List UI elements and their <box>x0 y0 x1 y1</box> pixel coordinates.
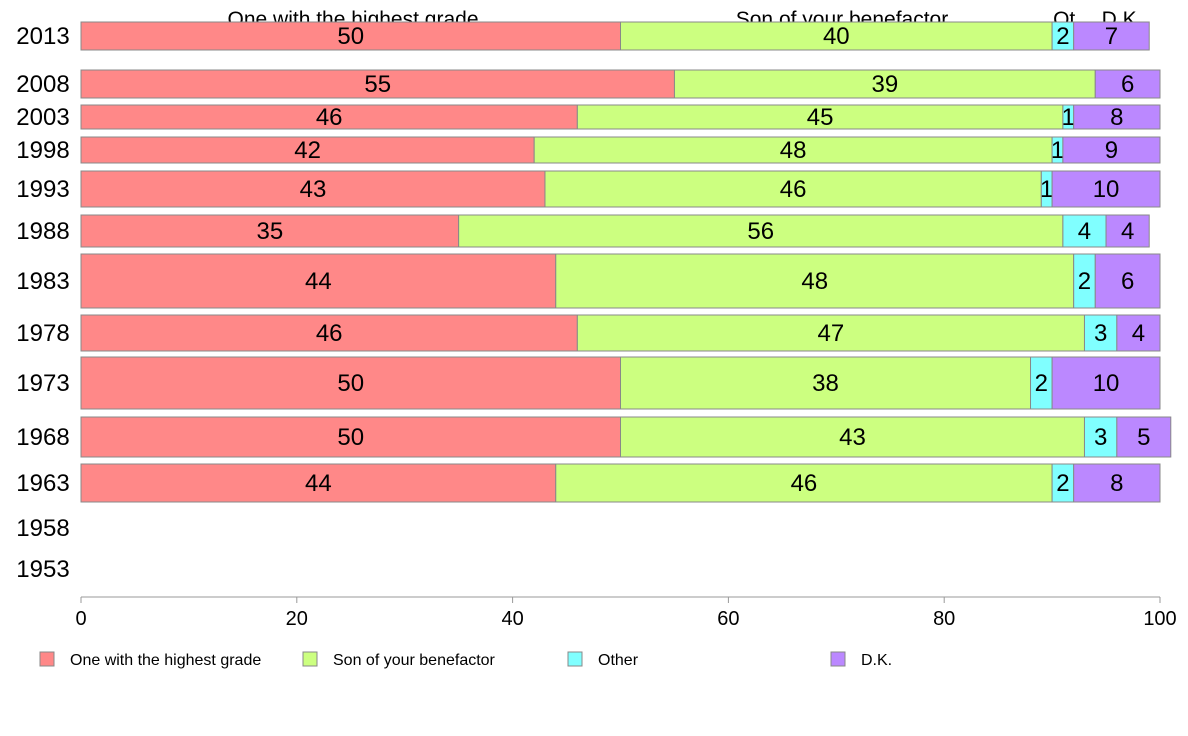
bar-segment <box>1083 314 1118 352</box>
bar-segment <box>80 416 621 458</box>
bar-value-label: 46 <box>780 176 807 203</box>
bar-value-label: 40 <box>823 23 850 50</box>
bar-value-label: 7 <box>1105 23 1118 50</box>
year-label: 1988 <box>16 218 69 245</box>
legend-swatch <box>302 651 318 667</box>
bar-value-label: 38 <box>812 370 839 397</box>
bar-segment <box>1051 170 1161 208</box>
bar-segment <box>1094 69 1161 99</box>
bar-value-label: 50 <box>337 370 364 397</box>
bar-value-label: 2 <box>1056 470 1069 497</box>
bar-segment <box>80 136 535 164</box>
bar-value-label: 42 <box>294 137 321 164</box>
legend-label: Other <box>598 652 639 669</box>
year-label: 2003 <box>16 104 69 131</box>
bar-segment <box>544 170 1042 208</box>
x-tick-label: 40 <box>501 608 523 630</box>
bar-value-label: 8 <box>1110 104 1123 131</box>
bar-value-label: 3 <box>1094 320 1107 347</box>
year-label: 1983 <box>16 268 69 295</box>
year-label: 1998 <box>16 137 69 164</box>
bar-segment <box>555 253 1075 309</box>
bar-segment <box>1094 253 1161 309</box>
year-label: 1978 <box>16 320 69 347</box>
bar-value-label: 6 <box>1121 268 1134 295</box>
bar-value-label: 46 <box>316 104 343 131</box>
year-label: 1993 <box>16 176 69 203</box>
bar-value-label: 48 <box>801 268 828 295</box>
bar-value-label: 45 <box>807 104 834 131</box>
year-label: 1958 <box>16 515 69 542</box>
bar-segment <box>80 170 546 208</box>
bar-value-label: 5 <box>1137 424 1150 451</box>
year-label: 2013 <box>16 23 69 50</box>
bar-value-label: 56 <box>747 218 774 245</box>
bar-value-label: 1 <box>1062 104 1075 131</box>
bar-segment <box>1073 104 1161 130</box>
bar-value-label: 4 <box>1078 218 1091 245</box>
bar-segment <box>620 356 1032 410</box>
bar-segment <box>80 104 578 130</box>
bar-segment <box>80 314 578 352</box>
x-tick-label: 80 <box>933 608 955 630</box>
bar-value-label: 50 <box>337 424 364 451</box>
x-tick-label: 20 <box>286 608 308 630</box>
bar-segment <box>576 104 1064 130</box>
bar-segment <box>1073 463 1161 503</box>
year-label: 1953 <box>16 556 69 583</box>
bar-value-label: 48 <box>780 137 807 164</box>
bar-value-label: 2 <box>1078 268 1091 295</box>
year-label: 1968 <box>16 424 69 451</box>
bar-value-label: 4 <box>1121 218 1134 245</box>
bar-value-label: 39 <box>872 71 899 98</box>
bar-value-label: 43 <box>839 424 866 451</box>
x-tick-label: 0 <box>75 608 86 630</box>
bar-segment <box>1073 21 1150 51</box>
legend-swatch <box>39 651 55 667</box>
bar-segment <box>620 416 1085 458</box>
x-tick-label: 60 <box>717 608 739 630</box>
legend-label: One with the highest grade <box>70 652 261 669</box>
bar-value-label: 50 <box>337 23 364 50</box>
bar-segment <box>80 463 557 503</box>
bar-value-label: 3 <box>1094 424 1107 451</box>
bar-value-label: 2 <box>1056 23 1069 50</box>
legend-label: D.K. <box>861 652 892 669</box>
bar-value-label: 4 <box>1132 320 1145 347</box>
legend-swatch <box>830 651 846 667</box>
bar-segment <box>555 463 1053 503</box>
bar-value-label: 10 <box>1093 370 1120 397</box>
bar-value-label: 1 <box>1040 176 1053 203</box>
bar-segment <box>1051 356 1161 410</box>
bar-value-label: 44 <box>305 268 332 295</box>
bar-segment <box>1105 214 1150 248</box>
bar-value-label: 8 <box>1110 470 1123 497</box>
bar-value-label: 2 <box>1035 370 1048 397</box>
bar-value-label: 1 <box>1051 137 1064 164</box>
bar-segment <box>576 314 1085 352</box>
legend-label: Son of your benefactor <box>333 652 496 669</box>
bar-value-label: 46 <box>791 470 818 497</box>
legend-swatch <box>567 651 583 667</box>
bar-segment <box>1116 416 1172 458</box>
bar-value-label: 10 <box>1093 176 1120 203</box>
year-label: 1963 <box>16 470 69 497</box>
year-label: 1973 <box>16 370 69 397</box>
bar-value-label: 46 <box>316 320 343 347</box>
year-label: 2008 <box>16 71 69 98</box>
bar-value-label: 47 <box>818 320 845 347</box>
bar-segment <box>620 21 1053 51</box>
bar-value-label: 9 <box>1105 137 1118 164</box>
bar-segment <box>1062 136 1161 164</box>
bar-segment <box>80 214 460 248</box>
bar-value-label: 43 <box>300 176 327 203</box>
bar-value-label: 6 <box>1121 71 1134 98</box>
bar-value-label: 35 <box>256 218 283 245</box>
bar-segment <box>80 69 675 99</box>
bar-segment <box>1116 314 1161 352</box>
bar-value-label: 55 <box>364 71 391 98</box>
bar-value-label: 44 <box>305 470 332 497</box>
x-tick-label: 100 <box>1143 608 1176 630</box>
